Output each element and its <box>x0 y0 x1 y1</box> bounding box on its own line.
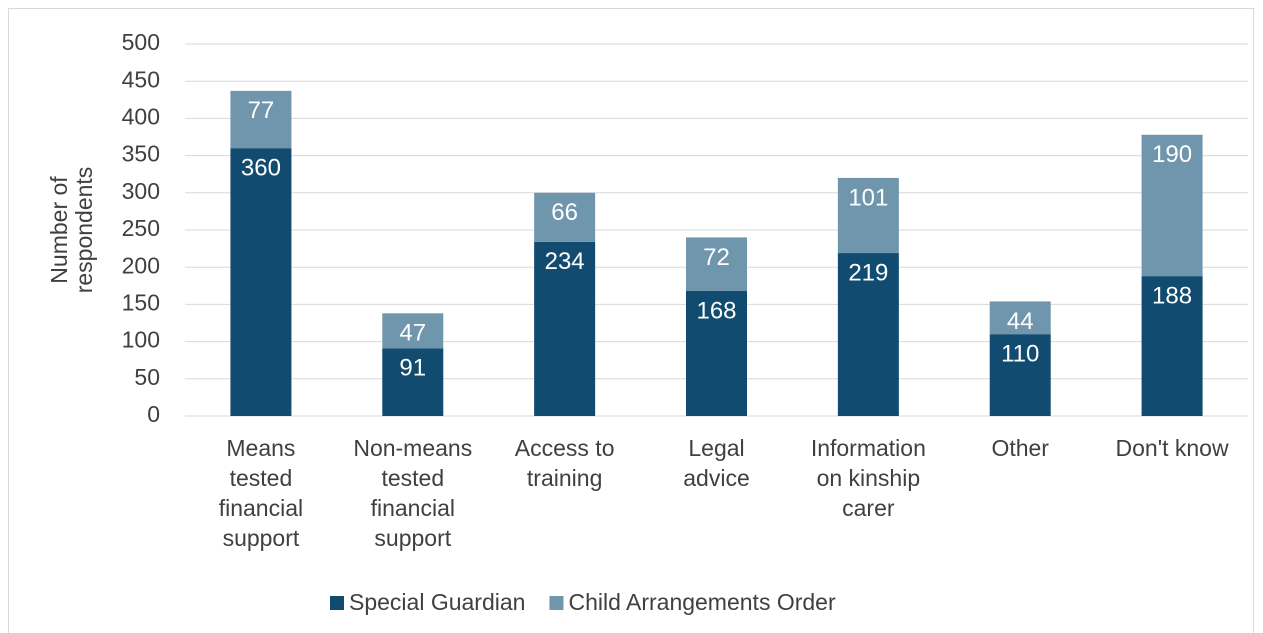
value-label: 110 <box>1001 341 1039 368</box>
y-tick-label: 100 <box>122 327 160 353</box>
y-tick-label: 200 <box>122 252 160 278</box>
y-tick-label: 150 <box>122 289 160 315</box>
bar-segment <box>230 90 292 149</box>
value-label: 44 <box>1007 308 1034 335</box>
bar-segment <box>230 148 292 416</box>
y-axis-label: Number ofrespondents <box>46 167 97 294</box>
bar-segment <box>989 301 1051 335</box>
x-tick-label: Non-means tested financial support <box>353 435 472 551</box>
bar-segment <box>686 291 747 416</box>
value-label: 77 <box>248 97 275 124</box>
y-tick-label: 50 <box>134 364 160 390</box>
x-tick-label: Legal advice <box>683 435 749 491</box>
bar-segment <box>837 253 899 416</box>
chart-frame <box>8 8 1254 633</box>
x-tick-label: Means tested financial support <box>219 435 303 551</box>
x-tick-label: Don't know <box>1116 435 1229 461</box>
y-tick-label: 250 <box>122 215 160 241</box>
value-label: 47 <box>399 320 426 347</box>
y-tick-label: 350 <box>122 141 160 167</box>
legend-swatch <box>549 596 564 610</box>
value-label: 72 <box>703 244 730 271</box>
y-tick-label: 500 <box>122 29 160 55</box>
value-label: 190 <box>1152 141 1192 168</box>
bar-segment <box>382 313 444 349</box>
bar-segment <box>989 334 1051 416</box>
bar-segment <box>837 177 899 254</box>
value-label: 91 <box>399 355 426 382</box>
value-label: 66 <box>551 199 578 226</box>
legend-label: Child Arrangements Order <box>568 589 836 615</box>
y-tick-label: 400 <box>122 103 160 129</box>
value-label: 168 <box>696 297 736 324</box>
y-tick-label: 0 <box>147 401 160 427</box>
value-label: 234 <box>545 248 585 275</box>
x-tick-label: Information on kinship carer <box>811 435 926 521</box>
bar-segment <box>534 192 596 242</box>
bar-segment <box>534 241 596 416</box>
bar-segment <box>382 348 444 416</box>
bar-segment <box>1141 134 1203 277</box>
x-tick-label: Other <box>991 435 1049 461</box>
x-tick-label: Access to training <box>515 435 615 491</box>
y-tick-label: 450 <box>122 66 160 92</box>
value-label: 360 <box>241 155 281 182</box>
bar-segment <box>1141 276 1203 416</box>
bar-segment <box>686 237 747 292</box>
legend-swatch <box>330 596 344 610</box>
value-label: 219 <box>848 259 888 286</box>
value-label: 101 <box>848 184 888 211</box>
y-tick-label: 300 <box>122 178 160 204</box>
value-label: 188 <box>1152 282 1192 309</box>
legend-label: Special Guardian <box>349 589 525 615</box>
